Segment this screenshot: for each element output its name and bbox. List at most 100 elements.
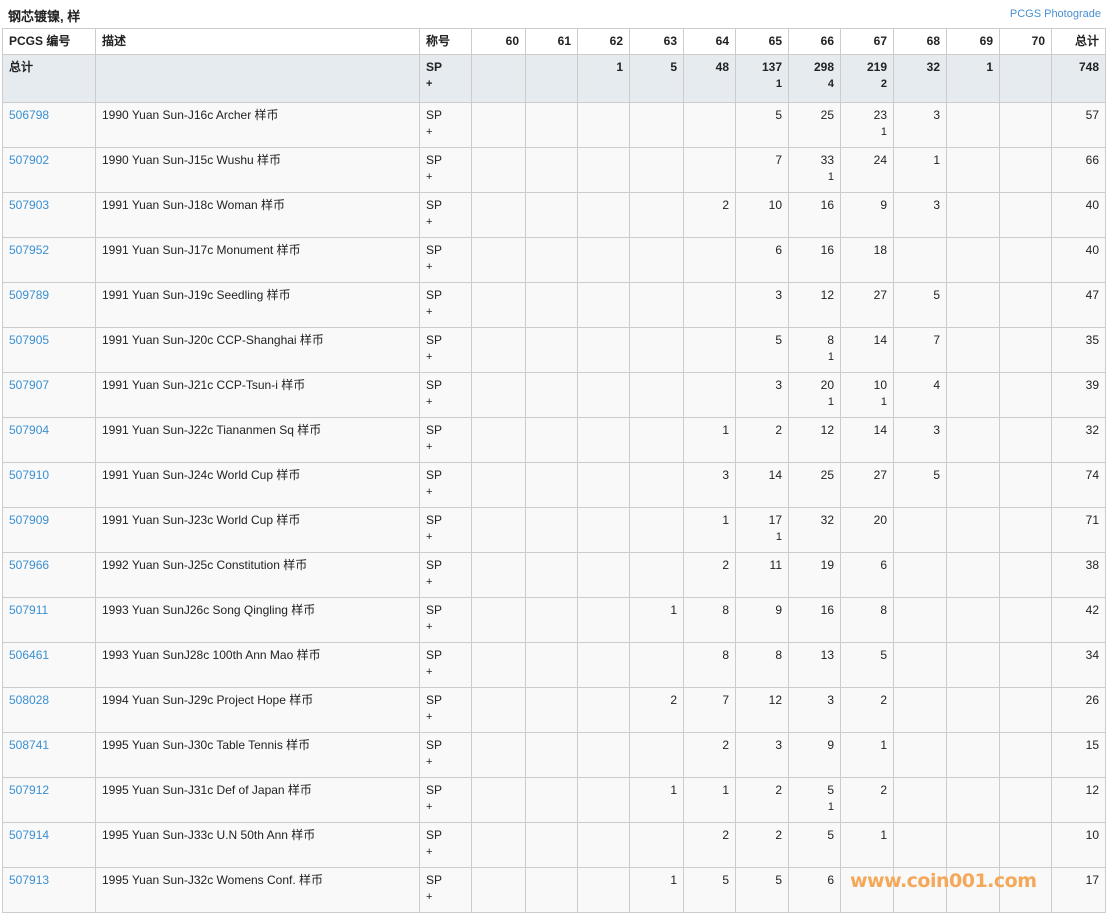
designation-plus: +: [426, 711, 433, 723]
grade-cell: [629, 282, 684, 328]
grade-cell: 3: [788, 687, 841, 733]
pcgs-code-link[interactable]: 507904: [9, 423, 50, 437]
grade-plus-count: 4: [827, 78, 834, 90]
pcgs-code-cell: 507905: [2, 327, 96, 373]
grade-count: 9: [827, 738, 834, 752]
pcgs-code-link[interactable]: 507905: [9, 333, 50, 347]
grade-cell: [577, 192, 630, 238]
grade-count: 6: [775, 243, 782, 257]
grade-cell: 8: [840, 597, 894, 643]
grade-plus-count: 2: [880, 78, 887, 90]
grade-count: 1: [670, 783, 677, 797]
pcgs-code-link[interactable]: 506798: [9, 108, 50, 122]
grade-cell: [999, 822, 1052, 868]
pcgs-code-link[interactable]: 508741: [9, 738, 50, 752]
grade-cell: [471, 552, 526, 598]
designation-plus: +: [426, 666, 433, 678]
grade-cell: [577, 597, 630, 643]
pcgs-code-link[interactable]: 509789: [9, 288, 50, 302]
pcgs-code-cell: 507966: [2, 552, 96, 598]
designation-plus: +: [426, 801, 433, 813]
designation: SP +: [419, 732, 472, 778]
pcgs-code-cell: 507904: [2, 417, 96, 463]
description: 1991 Yuan Sun-J23c World Cup 样币: [95, 507, 420, 553]
grade-cell: [577, 417, 630, 463]
grade-cell: [525, 192, 578, 238]
grade-cell: 1: [683, 417, 736, 463]
pcgs-code-link[interactable]: 507911: [9, 603, 49, 617]
grade-cell: [471, 822, 526, 868]
pcgs-code-link[interactable]: 507912: [9, 783, 50, 797]
designation-value: SP: [426, 423, 443, 437]
pcgs-code-link[interactable]: 507907: [9, 378, 50, 392]
pcgs-code-link[interactable]: 508028: [9, 693, 50, 707]
grade-cell: 137 1: [735, 54, 789, 103]
description: 1991 Yuan Sun-J22c Tiananmen Sq 样币: [95, 417, 420, 463]
header-grade-67: 67: [840, 28, 894, 55]
pcgs-code-link[interactable]: 507952: [9, 243, 50, 257]
pcgs-code-cell: 508028: [2, 687, 96, 733]
grade-count: 3: [933, 198, 940, 212]
grade-count: 7: [722, 693, 729, 707]
row-total-value: 748: [1078, 60, 1099, 74]
grade-cell: 7: [893, 327, 947, 373]
grade-cell: [577, 507, 630, 553]
grade-count: 2: [722, 558, 729, 572]
designation-value: SP: [426, 558, 443, 572]
grade-count: 5: [775, 108, 782, 122]
grade-cell: 5: [683, 867, 736, 913]
grade-cell: [471, 867, 526, 913]
grade-count: 1: [933, 153, 940, 167]
grade-cell: 5: [629, 54, 684, 103]
pcgs-code-cell: 506461: [2, 642, 96, 688]
grade-cell: [683, 282, 736, 328]
grade-cell: [893, 552, 947, 598]
row-total-value: 71: [1085, 513, 1099, 527]
grade-count: 6: [880, 558, 887, 572]
grade-cell: [999, 597, 1052, 643]
grade-cell: [525, 102, 578, 148]
grade-count: 5: [880, 648, 887, 662]
pcgs-code-link[interactable]: 507913: [9, 873, 50, 887]
section-title: 钢芯镀镍, 样: [8, 9, 81, 24]
grade-cell: [525, 282, 578, 328]
grade-cell: 1: [629, 867, 684, 913]
pcgs-code-cell: 507914: [2, 822, 96, 868]
pcgs-code-link[interactable]: 507914: [9, 828, 50, 842]
grade-count: 3: [775, 378, 782, 392]
pcgs-code-link[interactable]: 507902: [9, 153, 50, 167]
table-row: 506798 1990 Yuan Sun-J16c Archer 样币 SP +5 25…: [2, 102, 1106, 148]
pcgs-code-link[interactable]: 506461: [9, 648, 50, 662]
header-grade-66: 66: [788, 28, 841, 55]
grade-count: 10: [768, 198, 782, 212]
grade-cell: [629, 102, 684, 148]
pcgs-code-link[interactable]: 507903: [9, 198, 50, 212]
grade-count: 16: [820, 243, 834, 257]
grade-cell: 17 1: [735, 507, 789, 553]
grade-cell: 5: [893, 462, 947, 508]
pcgs-code-cell: 507907: [2, 372, 96, 418]
grade-cell: [999, 282, 1052, 328]
header-grade-62: 62: [577, 28, 630, 55]
row-total: 10: [1051, 822, 1106, 868]
grade-cell: [525, 417, 578, 463]
grade-plus-count: 1: [880, 126, 887, 138]
grade-cell: 2: [840, 777, 894, 823]
designation-value: SP: [426, 828, 443, 842]
row-total: 39: [1051, 372, 1106, 418]
designation: SP +: [419, 372, 472, 418]
pcgs-photograde-link[interactable]: PCGS Photograde: [1009, 8, 1101, 20]
header-grade-63: 63: [629, 28, 684, 55]
grade-count: 20: [873, 513, 887, 527]
grade-cell: 2: [735, 777, 789, 823]
designation: SP +: [419, 867, 472, 913]
grade-cell: [893, 867, 947, 913]
description: 1993 Yuan SunJ28c 100th Ann Mao 样币: [95, 642, 420, 688]
grade-count: 5: [775, 873, 782, 887]
pcgs-code-link[interactable]: 507909: [9, 513, 50, 527]
pcgs-code-link[interactable]: 507910: [9, 468, 50, 482]
grade-cell: 2: [683, 822, 736, 868]
grade-cell: 2: [735, 822, 789, 868]
pcgs-code-link[interactable]: 507966: [9, 558, 50, 572]
grade-cell: [999, 54, 1052, 103]
